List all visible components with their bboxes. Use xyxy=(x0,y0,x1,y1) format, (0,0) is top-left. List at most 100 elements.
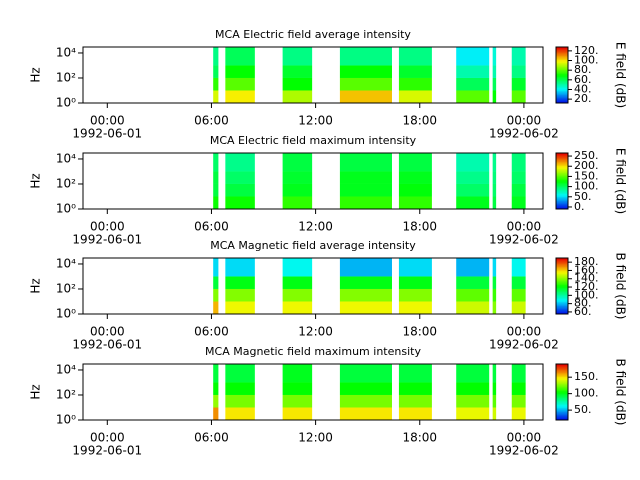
spectrogram-cell xyxy=(456,77,490,91)
spectrogram-cell xyxy=(456,90,490,103)
spectrogram-cell xyxy=(511,77,526,91)
colorbar-swatch xyxy=(556,368,568,371)
colorbar-tick-label: 60. xyxy=(574,305,592,318)
colorbar-swatch xyxy=(556,286,568,288)
colorbar-swatch xyxy=(556,404,568,407)
colorbar-swatch xyxy=(556,375,568,378)
colorbar-tick-label: 100. xyxy=(574,288,599,301)
spectrogram-cell xyxy=(282,407,313,420)
colorbar-swatch xyxy=(556,301,568,304)
colorbar-swatch xyxy=(556,382,568,385)
x-tick-label: 12:00 xyxy=(298,431,333,445)
colorbar-tick-label: 80. xyxy=(574,297,592,310)
panel-title: MCA Magnetic field average intensity xyxy=(210,239,416,252)
colorbar-swatch xyxy=(556,281,568,284)
colorbar-swatch xyxy=(556,169,568,172)
colorbar-tick-label: 80. xyxy=(574,63,592,76)
colorbar-swatch xyxy=(556,311,568,314)
spectrogram-cell xyxy=(456,276,490,289)
spectrogram-cell xyxy=(456,382,490,395)
colorbar-tick-label: 250. xyxy=(574,149,599,162)
colorbar-swatch xyxy=(556,400,568,403)
colorbar-swatch xyxy=(556,200,568,203)
colorbar-swatch xyxy=(556,417,568,420)
colorbar-swatch xyxy=(556,161,568,164)
y-tick-label: 10⁴ xyxy=(56,45,76,59)
plot-frame xyxy=(82,46,544,104)
x-tick-label: 12:00 xyxy=(298,325,333,339)
colorbar-swatch xyxy=(556,298,568,301)
spectrogram-cell xyxy=(225,258,255,277)
spectrogram-cell xyxy=(456,65,490,78)
colorbar-swatch xyxy=(556,411,568,414)
colorbar-swatch xyxy=(556,158,568,161)
y-tick-label: 10⁰ xyxy=(56,202,76,216)
colorbar-swatch xyxy=(556,164,568,167)
colorbar-tick-label: 120. xyxy=(574,280,599,293)
colorbar-tick-label: 40. xyxy=(574,82,592,95)
colorbar-swatch xyxy=(556,371,568,373)
x-tick-label: 18:00 xyxy=(402,114,437,128)
spectrogram-cell xyxy=(511,301,526,314)
colorbar-swatch xyxy=(556,204,568,207)
spectrogram-cell xyxy=(225,276,255,289)
colorbar-swatch xyxy=(556,171,568,174)
spectrogram-cell xyxy=(225,407,255,420)
y-tick-label: 10⁴ xyxy=(56,151,76,165)
colorbar-swatch xyxy=(556,153,568,155)
spectrogram-cell xyxy=(511,65,526,78)
plot-frame xyxy=(82,257,544,315)
spectrogram-cell xyxy=(511,90,526,103)
colorbar-swatch xyxy=(556,291,568,294)
colorbar-swatch xyxy=(556,68,568,70)
colorbar-swatch xyxy=(556,58,568,61)
colorbar-swatch xyxy=(556,188,568,190)
spectrogram-cell xyxy=(339,183,392,197)
x-tick-label: 06:00 xyxy=(194,220,229,234)
colorbar-swatch xyxy=(556,157,568,160)
colorbar-swatch xyxy=(556,376,568,379)
spectrogram-cell xyxy=(282,153,313,172)
colorbar-swatch xyxy=(556,197,568,200)
colorbar-swatch xyxy=(556,98,568,101)
colorbar-swatch xyxy=(556,179,568,182)
spectrogram-cell xyxy=(213,47,219,66)
spectrogram-cell xyxy=(225,288,255,302)
colorbar-swatch xyxy=(556,48,568,51)
colorbar-swatch xyxy=(556,297,568,300)
colorbar-tick-label: 100. xyxy=(574,54,599,67)
spectrogram-cell xyxy=(213,77,219,91)
colorbar-tick-label: 20. xyxy=(574,92,592,105)
colorbar-swatch xyxy=(556,266,568,269)
spectrogram-cell xyxy=(213,288,219,302)
spectrogram-cell xyxy=(282,196,313,209)
y-tick-label: 10⁴ xyxy=(56,256,76,270)
spectrogram-cell xyxy=(339,90,392,103)
colorbar-swatch xyxy=(556,414,568,417)
plot-frame xyxy=(82,152,544,210)
colorbar-swatch xyxy=(556,263,568,266)
spectrogram-cell xyxy=(398,77,432,91)
spectrogram-cell xyxy=(492,153,497,172)
spectrogram-cell xyxy=(492,407,497,420)
spectrogram-cell xyxy=(282,276,313,289)
colorbar-swatch xyxy=(556,273,568,276)
x-tick-date: 1992-06-01 xyxy=(72,444,142,458)
y-axis-label: Hz xyxy=(29,173,43,188)
colorbar-tick-label: 150. xyxy=(574,370,599,383)
colorbar-swatch xyxy=(556,192,568,195)
spectrogram-cell xyxy=(213,258,219,277)
colorbar-swatch xyxy=(556,84,568,87)
colorbar-swatch xyxy=(556,182,568,185)
x-tick-label: 00:00 xyxy=(90,220,125,234)
spectrogram-cell xyxy=(398,382,432,395)
y-axis-label: Hz xyxy=(29,67,43,82)
x-tick-date: 1992-06-02 xyxy=(489,338,559,352)
colorbar-swatch xyxy=(556,72,568,75)
spectrogram-cell xyxy=(511,382,526,395)
spectrogram-cell xyxy=(398,288,432,302)
colorbar-swatch xyxy=(556,97,568,100)
colorbar-swatch xyxy=(556,267,568,270)
spectrogram-cell xyxy=(511,288,526,302)
colorbar-swatch xyxy=(556,270,568,273)
